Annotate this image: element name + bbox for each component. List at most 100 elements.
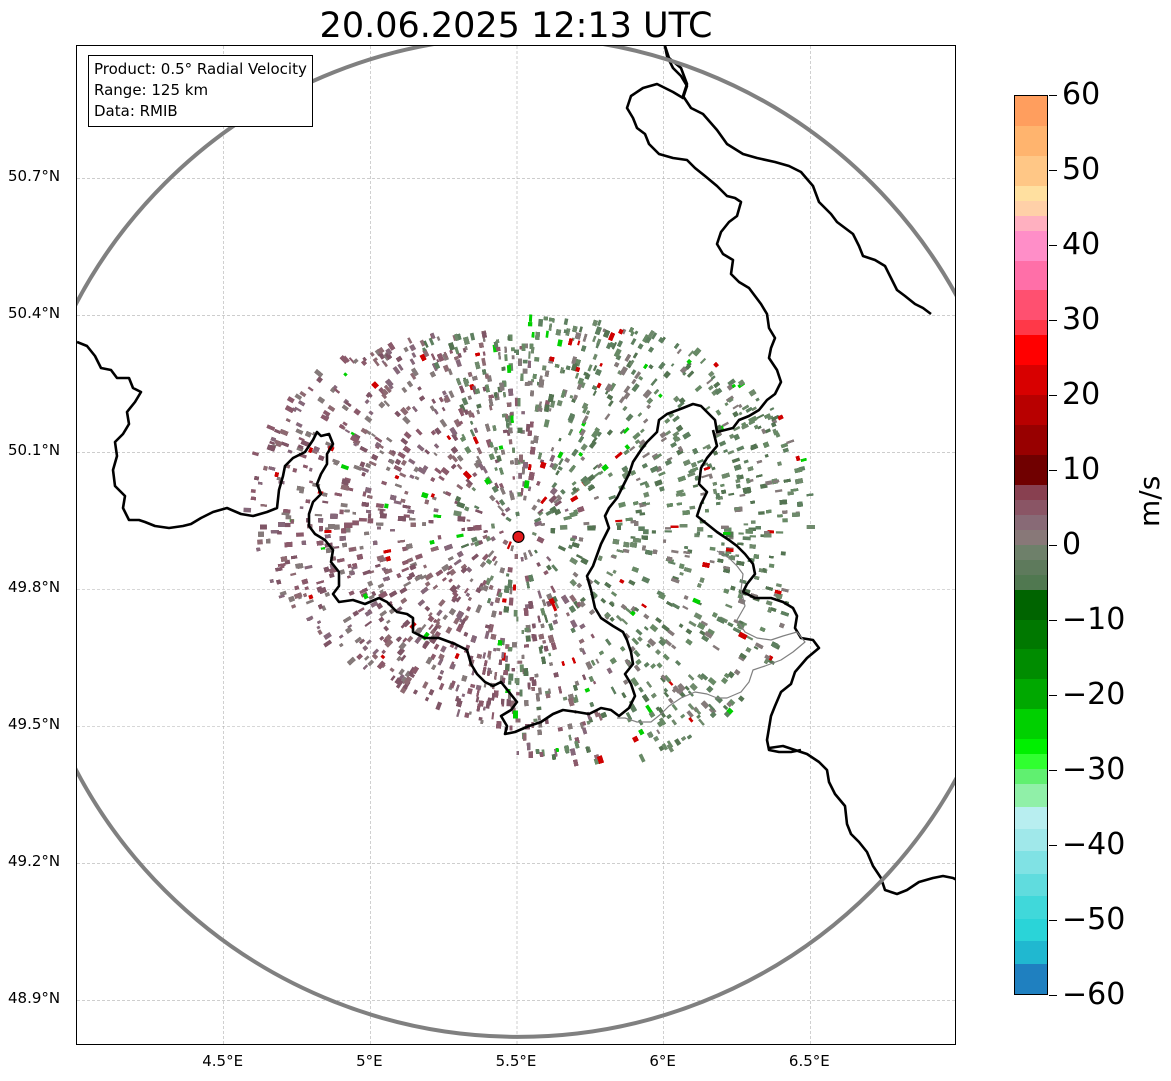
velocity-echo-pixel [592, 680, 597, 685]
velocity-echo-pixel [643, 491, 650, 498]
velocity-echo-pixel [513, 609, 518, 617]
velocity-echo-pixel [607, 400, 614, 407]
velocity-echo-pixel [565, 612, 571, 617]
velocity-echo-pixel [367, 580, 374, 587]
velocity-echo-pixel [666, 740, 674, 749]
velocity-echo-pixel [393, 500, 402, 505]
velocity-echo-pixel [482, 351, 486, 356]
velocity-echo-pixel [368, 570, 375, 574]
velocity-echo-pixel [461, 693, 466, 698]
velocity-echo-pixel [577, 340, 581, 346]
radar-map[interactable] [76, 45, 956, 1045]
velocity-echo-pixel [402, 415, 411, 425]
velocity-echo-pixel [738, 654, 746, 662]
velocity-echo-pixel [736, 474, 741, 480]
velocity-echo-pixel [782, 518, 788, 523]
velocity-echo-pixel [551, 603, 558, 612]
velocity-echo-pixel [295, 532, 304, 537]
velocity-echo-pixel [735, 483, 741, 489]
velocity-echo-pixel [507, 567, 513, 573]
velocity-echo-pixel [721, 421, 730, 428]
velocity-echo-pixel [653, 735, 660, 742]
velocity-echo-pixel [727, 450, 735, 455]
velocity-echo-pixel [557, 339, 563, 347]
velocity-echo-pixel [699, 357, 707, 365]
velocity-echo-pixel [483, 683, 487, 688]
velocity-echo-pixel [564, 457, 571, 464]
velocity-echo-pixel [522, 359, 528, 364]
velocity-echo-pixel [517, 492, 522, 497]
velocity-echo-pixel [782, 447, 790, 454]
velocity-echo-pixel [340, 502, 348, 508]
velocity-echo-pixel [543, 404, 550, 413]
velocity-echo-pixel [493, 647, 497, 652]
velocity-echo-pixel [372, 357, 379, 363]
velocity-echo-pixel [322, 500, 329, 504]
velocity-echo-pixel [536, 706, 542, 711]
velocity-echo-pixel [592, 353, 598, 361]
velocity-echo-pixel [322, 409, 331, 417]
velocity-echo-pixel [642, 452, 651, 459]
velocity-echo-pixel [705, 444, 712, 450]
velocity-echo-pixel [662, 539, 667, 544]
velocity-echo-pixel [516, 616, 519, 622]
velocity-echo-pixel [435, 701, 443, 711]
velocity-echo-pixel [528, 314, 533, 322]
velocity-echo-pixel [534, 356, 540, 362]
velocity-echo-pixel [708, 473, 713, 479]
velocity-echo-pixel [712, 644, 720, 651]
velocity-echo-pixel [364, 399, 370, 405]
velocity-echo-pixel [491, 712, 495, 720]
velocity-echo-pixel [706, 628, 715, 636]
velocity-echo-pixel [476, 403, 482, 409]
velocity-echo-pixel [512, 476, 516, 480]
velocity-echo-pixel [500, 511, 506, 517]
velocity-echo-pixel [403, 346, 409, 353]
velocity-echo-pixel [401, 386, 408, 394]
velocity-echo-pixel [656, 729, 661, 735]
velocity-echo-pixel [518, 472, 523, 479]
velocity-echo-pixel [251, 451, 260, 457]
velocity-echo-pixel [475, 696, 480, 703]
velocity-echo-pixel [342, 421, 348, 427]
velocity-echo-pixel [638, 439, 646, 446]
velocity-echo-pixel [362, 491, 367, 497]
velocity-echo-pixel [674, 738, 682, 746]
velocity-echo-pixel [407, 458, 416, 465]
velocity-echo-pixel [470, 542, 475, 546]
velocity-echo-pixel [481, 553, 490, 561]
velocity-echo-pixel [358, 638, 366, 645]
velocity-echo-pixel [696, 714, 701, 719]
velocity-echo-pixel [554, 601, 560, 609]
velocity-echo-pixel [676, 489, 684, 494]
velocity-echo-pixel [551, 482, 558, 489]
velocity-echo-pixel [553, 613, 559, 618]
velocity-echo-pixel [501, 598, 507, 603]
velocity-echo-pixel [742, 621, 748, 626]
velocity-echo-pixel [708, 370, 715, 378]
velocity-echo-pixel [448, 568, 457, 577]
velocity-echo-pixel [775, 583, 782, 588]
velocity-echo-pixel [419, 339, 426, 347]
velocity-echo-pixel [692, 484, 699, 488]
velocity-echo-pixel [568, 544, 573, 550]
velocity-echo-pixel [459, 403, 466, 412]
velocity-echo-pixel [262, 465, 268, 471]
velocity-echo-pixel [531, 531, 537, 536]
velocity-echo-pixel [777, 461, 782, 467]
velocity-echo-pixel [738, 411, 743, 416]
velocity-echo-pixel [381, 393, 388, 400]
velocity-echo-pixel [445, 626, 453, 634]
velocity-echo-pixel [687, 703, 695, 711]
velocity-echo-pixel [696, 531, 701, 536]
velocity-echo-pixel [475, 684, 482, 691]
velocity-echo-pixel [484, 630, 490, 640]
velocity-echo-pixel [738, 620, 744, 625]
velocity-echo-pixel [595, 658, 600, 664]
velocity-echo-pixel [447, 453, 454, 461]
velocity-echo-pixel [621, 328, 627, 335]
velocity-echo-pixel [400, 459, 407, 466]
velocity-echo-pixel [663, 370, 671, 379]
velocity-echo-pixel [525, 635, 531, 642]
velocity-echo-pixel [689, 505, 696, 510]
